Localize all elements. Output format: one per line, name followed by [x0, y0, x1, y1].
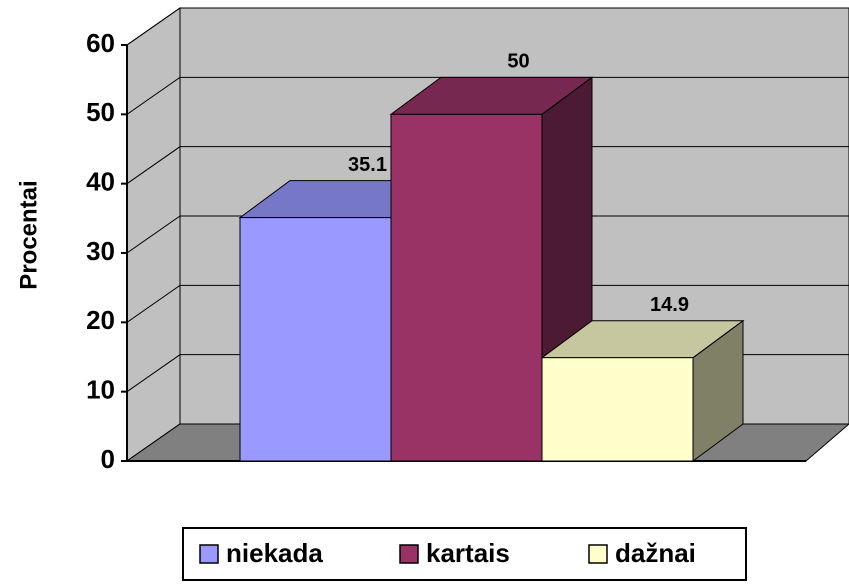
grid-line	[126, 76, 849, 115]
legend-swatch	[588, 544, 608, 564]
data-label: 50	[507, 51, 529, 73]
legend	[182, 527, 747, 581]
data-label: 35.1	[348, 154, 387, 176]
grid-line	[126, 146, 849, 185]
legend-label: niekada	[226, 538, 323, 568]
y-tick-label: 40	[86, 167, 115, 197]
legend-swatch	[399, 544, 419, 564]
y-axis-label: Procentai	[15, 180, 42, 289]
y-tick-label: 10	[86, 375, 115, 405]
grid-line	[126, 284, 849, 323]
grid-line	[126, 215, 849, 254]
legend-label: kartais	[426, 538, 510, 568]
y-tick-label: 0	[101, 444, 115, 474]
y-tick-label: 50	[86, 97, 115, 127]
y-tick-label: 60	[86, 28, 115, 58]
legend-swatch	[199, 544, 219, 564]
y-tick-label: 20	[86, 305, 115, 335]
data-label: 14.9	[650, 294, 689, 316]
bar	[239, 217, 392, 462]
grid-line	[126, 7, 849, 46]
y-tick-label: 30	[86, 236, 115, 266]
bar	[390, 113, 543, 462]
legend-label: dažnai	[615, 538, 696, 568]
bar	[541, 357, 694, 462]
